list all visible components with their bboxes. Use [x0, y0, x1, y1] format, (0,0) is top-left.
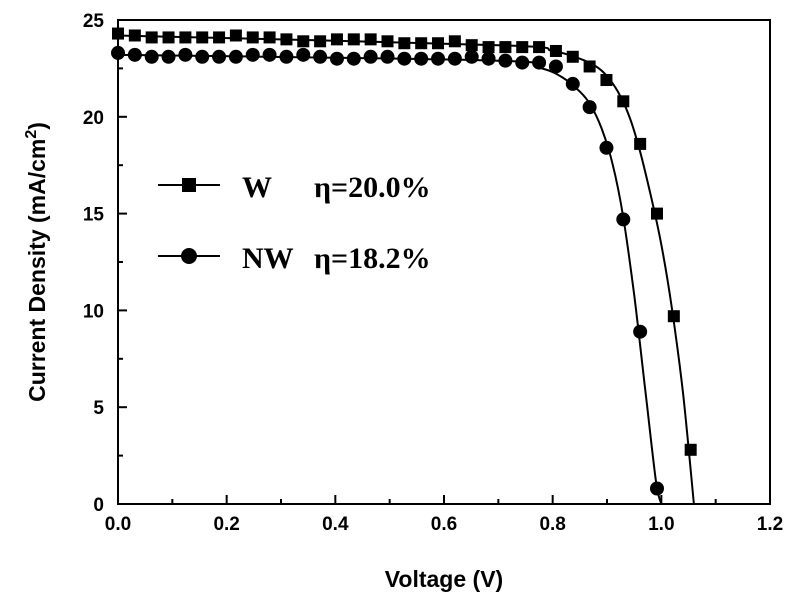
data-point-nw [161, 49, 176, 64]
x-tick-label: 0.0 [105, 514, 131, 535]
data-point-w [145, 31, 158, 44]
data-point-w [617, 95, 630, 108]
y-axis-label: Current Density (mA/cm2) [23, 122, 50, 402]
data-point-w [499, 41, 512, 54]
data-point-nw [144, 49, 159, 64]
data-point-nw [329, 51, 344, 66]
data-point-nw [515, 55, 530, 70]
data-point-w [162, 31, 175, 44]
data-point-nw [414, 51, 429, 66]
data-point-w [213, 31, 226, 44]
data-point-nw [195, 49, 210, 64]
data-point-nw [363, 49, 378, 64]
data-point-w [398, 37, 411, 50]
data-point-w [634, 137, 647, 150]
data-point-nw [279, 49, 294, 64]
data-point-nw [481, 51, 496, 66]
data-point-w [516, 41, 529, 54]
data-point-w [297, 35, 310, 48]
data-point-w [381, 35, 394, 48]
data-point-nw [431, 51, 446, 66]
legend-marker-w [182, 178, 196, 192]
y-tick-label: 25 [83, 11, 105, 32]
legend-efficiency-nw: η=18.2% [314, 242, 431, 275]
x-axis-label: Voltage (V) [385, 566, 503, 592]
data-point-w [314, 35, 327, 48]
data-point-w [263, 31, 276, 44]
plot-frame [117, 19, 771, 505]
data-point-nw [633, 324, 648, 339]
legend-marker-nw [181, 248, 197, 264]
data-point-w [583, 60, 596, 73]
data-point-w [650, 207, 663, 220]
data-point-w [364, 33, 377, 46]
data-point-w [229, 29, 242, 42]
data-point-w [415, 37, 428, 50]
x-tick-label: 1.2 [757, 514, 783, 535]
data-point-nw [649, 481, 664, 496]
data-point-nw [464, 49, 479, 64]
data-point-w [533, 41, 546, 54]
data-point-nw [212, 49, 227, 64]
y-tick-label: 5 [93, 398, 104, 419]
data-point-nw [532, 55, 547, 70]
x-tick-label: 0.2 [213, 514, 239, 535]
data-point-w [196, 31, 209, 44]
y-axis-label-superscript: 2 [23, 130, 40, 139]
data-point-nw [296, 47, 311, 62]
data-point-nw [178, 47, 193, 62]
data-point-w [128, 29, 141, 42]
y-tick-label: 20 [83, 108, 104, 129]
data-point-w [549, 44, 562, 57]
data-point-nw [228, 49, 243, 64]
y-tick-label: 10 [83, 301, 104, 322]
data-point-w [448, 35, 461, 48]
data-point-w [465, 39, 478, 52]
data-point-nw [127, 47, 142, 62]
x-tick-label: 0.8 [539, 514, 565, 535]
data-markers [111, 27, 697, 496]
x-tick-label: 1.0 [648, 514, 674, 535]
data-point-nw [346, 51, 361, 66]
data-point-w [246, 31, 259, 44]
axis-ticks: 0.0 0.2 0.4 0.6 0.8 1.0 1.2 0 5 10 15 20 25 [83, 11, 783, 535]
data-point-nw [111, 45, 125, 60]
data-point-w [179, 31, 192, 44]
data-point-nw [498, 53, 513, 68]
series-line-nw [117, 53, 663, 505]
data-point-w [667, 310, 680, 323]
legend-label-nw: NW [242, 242, 294, 275]
data-point-nw [548, 59, 563, 74]
data-point-w [566, 50, 579, 63]
data-point-w [482, 41, 495, 54]
y-tick-label: 15 [83, 205, 105, 226]
legend: W η=20.0% NW η=18.2% [158, 171, 431, 275]
data-point-nw [397, 51, 412, 66]
legend-efficiency-w: η=20.0% [314, 171, 431, 204]
data-point-w [684, 443, 697, 456]
x-tick-label: 0.4 [322, 514, 349, 535]
data-point-nw [380, 49, 395, 64]
data-point-nw [582, 100, 597, 115]
y-axis-label-close: ) [24, 122, 50, 130]
data-point-w [432, 37, 445, 50]
legend-label-w: W [242, 171, 272, 204]
data-point-w [347, 33, 360, 46]
data-point-w [330, 33, 343, 46]
data-point-nw [262, 47, 277, 62]
x-tick-label: 0.6 [431, 514, 457, 535]
data-point-w [600, 74, 613, 87]
data-point-nw [616, 212, 631, 227]
data-point-w [112, 27, 124, 40]
data-point-nw [313, 49, 328, 64]
data-point-w [280, 33, 293, 46]
y-tick-label: 0 [93, 495, 104, 516]
data-point-nw [565, 76, 580, 91]
data-point-nw [447, 51, 462, 66]
data-point-nw [245, 47, 260, 62]
data-point-nw [599, 140, 614, 155]
